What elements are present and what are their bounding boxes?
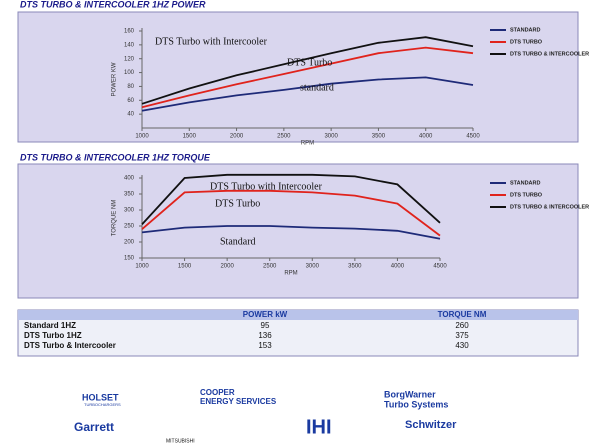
series-line [141, 173, 441, 226]
logo-text: Garrett [74, 420, 114, 434]
x-tick-label: 3000 [324, 134, 338, 140]
y-tick-label: 200 [124, 240, 135, 246]
legend-label: DTS TURBO [510, 39, 543, 45]
panel [17, 163, 579, 299]
y-tick-label: 60 [127, 98, 134, 104]
x-tick-label: 1500 [178, 264, 192, 270]
x-tick-label: 4000 [391, 264, 405, 270]
table-header-bg [18, 310, 578, 320]
series-line [141, 225, 441, 240]
x-tick-label: 4500 [466, 134, 480, 140]
table-header: POWER kW [243, 310, 288, 319]
x-tick-label: 3500 [372, 134, 386, 140]
logo-text: BorgWarner [384, 389, 436, 399]
y-tick-label: 350 [124, 192, 135, 198]
annotation: DTS Turbo with Intercooler [210, 181, 323, 192]
series-line [141, 189, 441, 237]
y-tick-label: 140 [124, 42, 135, 48]
table-cell: 136 [258, 331, 272, 340]
y-tick-label: 120 [124, 56, 135, 62]
x-tick-label: 3500 [348, 264, 362, 270]
logo-text: COOPER [200, 388, 235, 397]
series-line [141, 76, 474, 112]
logo-text: IHI [306, 416, 332, 438]
logo-text: TURBOCHARGERS [84, 402, 121, 407]
annotation: DTS Turbo [215, 198, 260, 209]
table-cell: 153 [258, 341, 272, 350]
x-tick-label: 1000 [135, 134, 149, 140]
x-tick-label: 2000 [230, 134, 244, 140]
table-cell: 375 [455, 331, 469, 340]
table-cell: 260 [455, 321, 469, 330]
logo-text: Schwitzer [405, 419, 457, 431]
x-tick-label: 1000 [135, 264, 149, 270]
table-cell: Standard 1HZ [24, 321, 76, 330]
y-tick-label: 300 [124, 208, 135, 214]
y-tick-label: 250 [124, 224, 135, 230]
legend-label: DTS TURBO & INTERCOOLER [510, 51, 589, 57]
y-tick-label: 40 [127, 112, 134, 118]
annotation: DTS Turbo with Intercooler [155, 36, 268, 47]
legend-label: DTS TURBO [510, 192, 543, 198]
y-tick-label: 160 [124, 29, 135, 35]
y-tick-label: 100 [124, 70, 135, 76]
y-axis-label: POWER KW [112, 62, 118, 96]
x-tick-label: 4000 [419, 134, 433, 140]
annotation: Standard [220, 236, 256, 247]
legend-label: DTS TURBO & INTERCOOLER [510, 204, 589, 210]
logo-text: HOLSET [82, 392, 119, 402]
logo-text: MITSUBISHI [166, 438, 195, 443]
legend-label: STANDARD [510, 27, 540, 33]
chart-title: DTS TURBO & INTERCOOLER 1HZ TORQUE [20, 152, 211, 162]
x-tick-label: 2500 [277, 134, 291, 140]
y-tick-label: 400 [124, 176, 135, 182]
y-axis-label: TORQUE NM [112, 200, 118, 237]
x-tick-label: 3000 [306, 264, 320, 270]
annotation: DTS Turbo [287, 57, 332, 68]
y-tick-label: 80 [127, 84, 134, 90]
table-cell: 95 [261, 321, 270, 330]
x-axis-label: RPM [301, 141, 314, 147]
x-tick-label: 1500 [183, 134, 197, 140]
annotation: standard [300, 82, 334, 93]
logo-text: ENERGY SERVICES [200, 397, 277, 406]
table-cell: DTS Turbo & Intercooler [24, 341, 116, 350]
series-line [141, 46, 474, 109]
x-tick-label: 4500 [433, 264, 447, 270]
table-cell: DTS Turbo 1HZ [24, 331, 82, 340]
x-tick-label: 2500 [263, 264, 277, 270]
table-header: TORQUE NM [438, 310, 487, 319]
table-cell: 430 [455, 341, 469, 350]
x-tick-label: 2000 [220, 264, 234, 270]
panel [17, 11, 579, 143]
logo-text: Turbo Systems [384, 399, 448, 409]
legend-label: STANDARD [510, 180, 540, 186]
y-tick-label: 150 [124, 256, 135, 262]
series-line [141, 36, 474, 105]
x-axis-label: RPM [284, 271, 297, 277]
chart-title: DTS TURBO & INTERCOOLER 1HZ POWER [20, 0, 206, 9]
